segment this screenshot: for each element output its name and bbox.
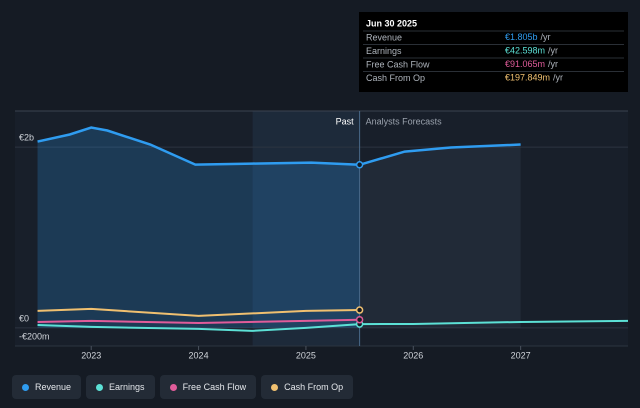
y-tick-label: €0 <box>19 313 29 323</box>
past-highlight <box>252 111 360 346</box>
tooltip-suffix: /yr <box>548 46 558 56</box>
tooltip: Jun 30 2025 Revenue €1.805b/yr Earnings €42.… <box>359 12 628 92</box>
series-line <box>37 307 360 317</box>
tooltip-row-label: Earnings <box>366 46 402 56</box>
tooltip-box <box>359 12 628 92</box>
x-tick-label: 2027 <box>511 350 531 360</box>
legend-swatch <box>96 383 104 391</box>
past-label: Past <box>336 116 355 126</box>
point-marker <box>355 161 364 169</box>
x-tick-label: 2026 <box>403 350 423 360</box>
legend-label: Free Cash Flow <box>182 382 247 392</box>
legend-item[interactable]: Earnings <box>86 375 155 399</box>
tooltip-title: Jun 30 2025 <box>366 18 417 28</box>
tooltip-value: €197.849m <box>505 73 550 83</box>
series-line <box>37 318 360 324</box>
tooltip-value: €91.065m <box>505 59 545 69</box>
x-tick-label: 2023 <box>81 350 101 360</box>
tooltip-row-label: Revenue <box>366 32 402 42</box>
tooltip-suffix: /yr <box>541 32 551 42</box>
point-marker <box>355 315 364 324</box>
legend-swatch <box>271 383 279 391</box>
legend-swatch <box>169 383 177 391</box>
series-line <box>37 126 521 167</box>
legend-item[interactable]: Cash From Op <box>261 375 354 399</box>
point-marker <box>355 306 364 314</box>
tooltip-value: €1.805b <box>505 32 538 42</box>
tooltip-row-label: Cash From Op <box>366 73 425 83</box>
forecast-label: Analysts Forecasts <box>366 116 443 126</box>
tooltip-suffix: /yr <box>553 73 563 83</box>
legend: Revenue Earnings Free Cash Flow Cash From O… <box>12 375 354 399</box>
tooltip-row-label: Free Cash Flow <box>366 59 430 69</box>
revenue-area <box>37 127 360 328</box>
tooltip-value: €42.598m <box>505 46 545 56</box>
tooltip-row-value: €91.065m/yr <box>505 59 558 69</box>
legend-label: Revenue <box>35 382 72 392</box>
y-tick-label: -€200m <box>19 331 50 341</box>
tooltip-suffix: /yr <box>548 59 558 69</box>
revenue-area <box>359 144 521 328</box>
legend-label: Cash From Op <box>284 382 344 392</box>
tooltip-row-value: €1.805b/yr <box>505 32 551 42</box>
legend-item[interactable]: Revenue <box>12 375 82 399</box>
series-line <box>37 319 629 332</box>
legend-label: Earnings <box>109 382 145 392</box>
x-tick-label: 2025 <box>296 350 316 360</box>
tooltip-row-value: €197.849m/yr <box>505 73 563 83</box>
tooltip-row-value: €42.598m/yr <box>505 46 558 56</box>
y-tick-label: €2b <box>19 133 34 143</box>
x-tick-label: 2024 <box>189 350 209 360</box>
legend-item[interactable]: Free Cash Flow <box>159 375 257 399</box>
legend-swatch <box>22 383 29 391</box>
